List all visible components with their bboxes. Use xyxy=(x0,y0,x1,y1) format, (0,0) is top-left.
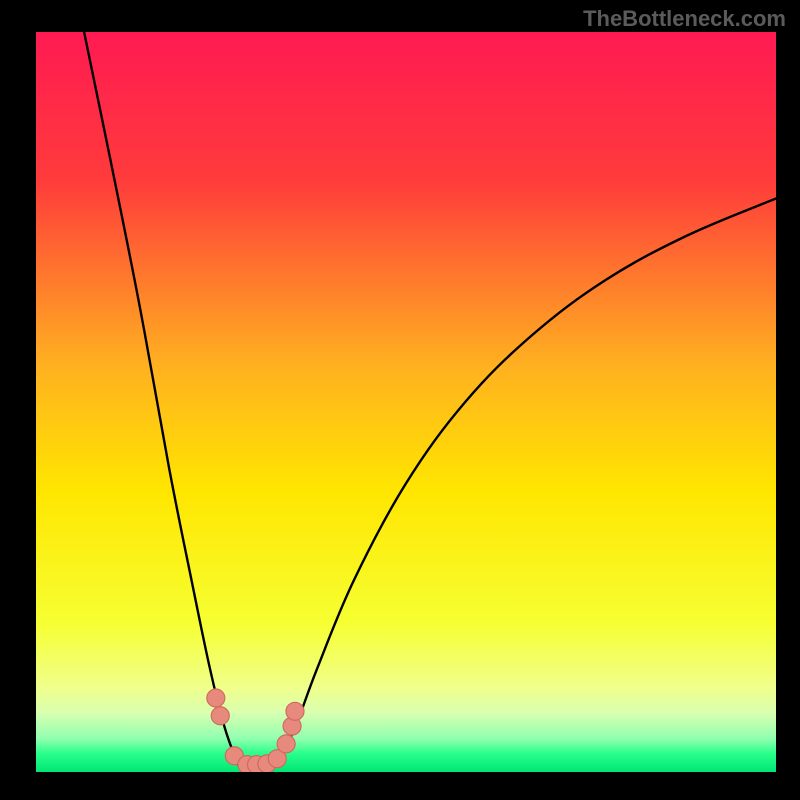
plot-svg xyxy=(36,32,776,772)
marker-point xyxy=(207,689,225,707)
marker-point xyxy=(286,702,304,720)
plot-area xyxy=(36,32,776,772)
marker-point xyxy=(211,707,229,725)
watermark-text: TheBottleneck.com xyxy=(583,6,786,32)
plot-background xyxy=(36,32,776,772)
chart-container: TheBottleneck.com xyxy=(0,0,800,800)
marker-point xyxy=(277,735,295,753)
